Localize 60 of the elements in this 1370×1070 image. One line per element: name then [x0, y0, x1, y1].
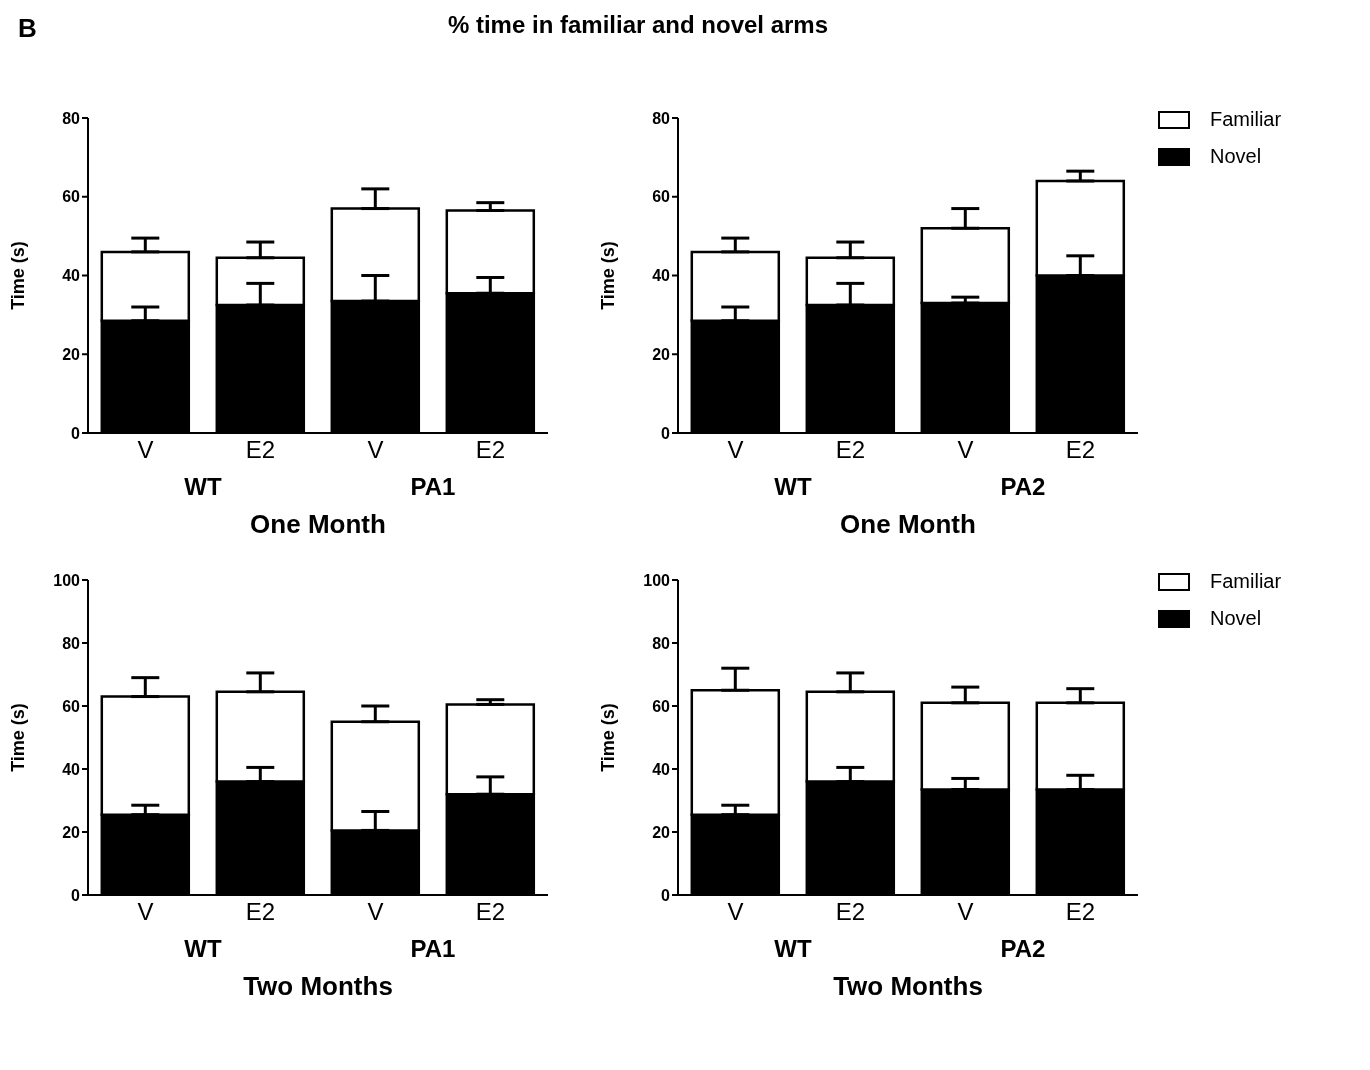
x-axis-title: One Month: [839, 509, 977, 540]
y-tick-label: 80: [652, 634, 671, 652]
y-tick-label: 0: [661, 424, 671, 442]
x-tick-label: E2: [245, 436, 276, 464]
y-tick-label: 60: [652, 188, 671, 206]
x-tick-label: E2: [475, 898, 506, 926]
x-tick-label: V: [137, 436, 154, 464]
y-tick-label: 100: [53, 571, 81, 589]
legend-label: Novel: [1210, 607, 1262, 630]
legend-label: Novel: [1210, 145, 1262, 168]
y-tick-label: 0: [661, 886, 671, 904]
text: PA2: [999, 935, 1047, 963]
y-tick-label: 80: [652, 109, 671, 127]
x-tick-label: V: [137, 898, 154, 926]
text: PA1: [409, 935, 457, 963]
x-tick-label: V: [727, 898, 744, 926]
text: PA1: [409, 473, 457, 501]
text: % time in familiar and novel arms: [446, 11, 830, 39]
y-tick-label: 40: [652, 267, 671, 285]
x-axis-title: Two Months: [832, 971, 984, 1002]
y-tick-label: 60: [652, 697, 671, 715]
y-tick-label: 0: [71, 886, 81, 904]
y-tick-label: 20: [62, 345, 81, 363]
x-tick-label: V: [957, 436, 974, 464]
y-tick-label: 80: [62, 634, 81, 652]
x-tick-label: E2: [835, 898, 866, 926]
x-tick-label: E2: [475, 436, 506, 464]
y-tick-label: 0: [71, 424, 81, 442]
y-axis-title: Time (s): [598, 703, 619, 772]
y-axis-title: Time (s): [598, 241, 619, 310]
x-tick-label: V: [727, 436, 744, 464]
x-tick-label: E2: [1065, 898, 1096, 926]
y-tick-label: 20: [62, 823, 81, 841]
x-tick-label: V: [957, 898, 974, 926]
y-tick-label: 20: [652, 345, 671, 363]
text: PA2: [999, 473, 1047, 501]
x-tick-label: V: [367, 436, 384, 464]
y-tick-label: 40: [62, 267, 81, 285]
text: WT: [183, 935, 223, 963]
text: WT: [773, 935, 813, 963]
legend-label: Familiar: [1210, 570, 1282, 593]
y-tick-label: 100: [643, 571, 671, 589]
x-tick-label: E2: [245, 898, 276, 926]
text: WT: [183, 473, 223, 501]
y-tick-label: 40: [62, 760, 81, 778]
x-tick-label: E2: [1065, 436, 1096, 464]
text: WT: [773, 473, 813, 501]
y-tick-label: 60: [62, 697, 81, 715]
x-tick-label: E2: [835, 436, 866, 464]
y-tick-label: 80: [62, 109, 81, 127]
x-axis-title: Two Months: [242, 971, 394, 1002]
text: B: [18, 13, 37, 44]
legend-label: Familiar: [1210, 108, 1282, 131]
y-axis-title: Time (s): [8, 703, 29, 772]
x-tick-label: V: [367, 898, 384, 926]
y-axis-title: Time (s): [8, 241, 29, 310]
y-tick-label: 40: [652, 760, 671, 778]
y-tick-label: 20: [652, 823, 671, 841]
y-tick-label: 60: [62, 188, 81, 206]
x-axis-title: One Month: [249, 509, 387, 540]
